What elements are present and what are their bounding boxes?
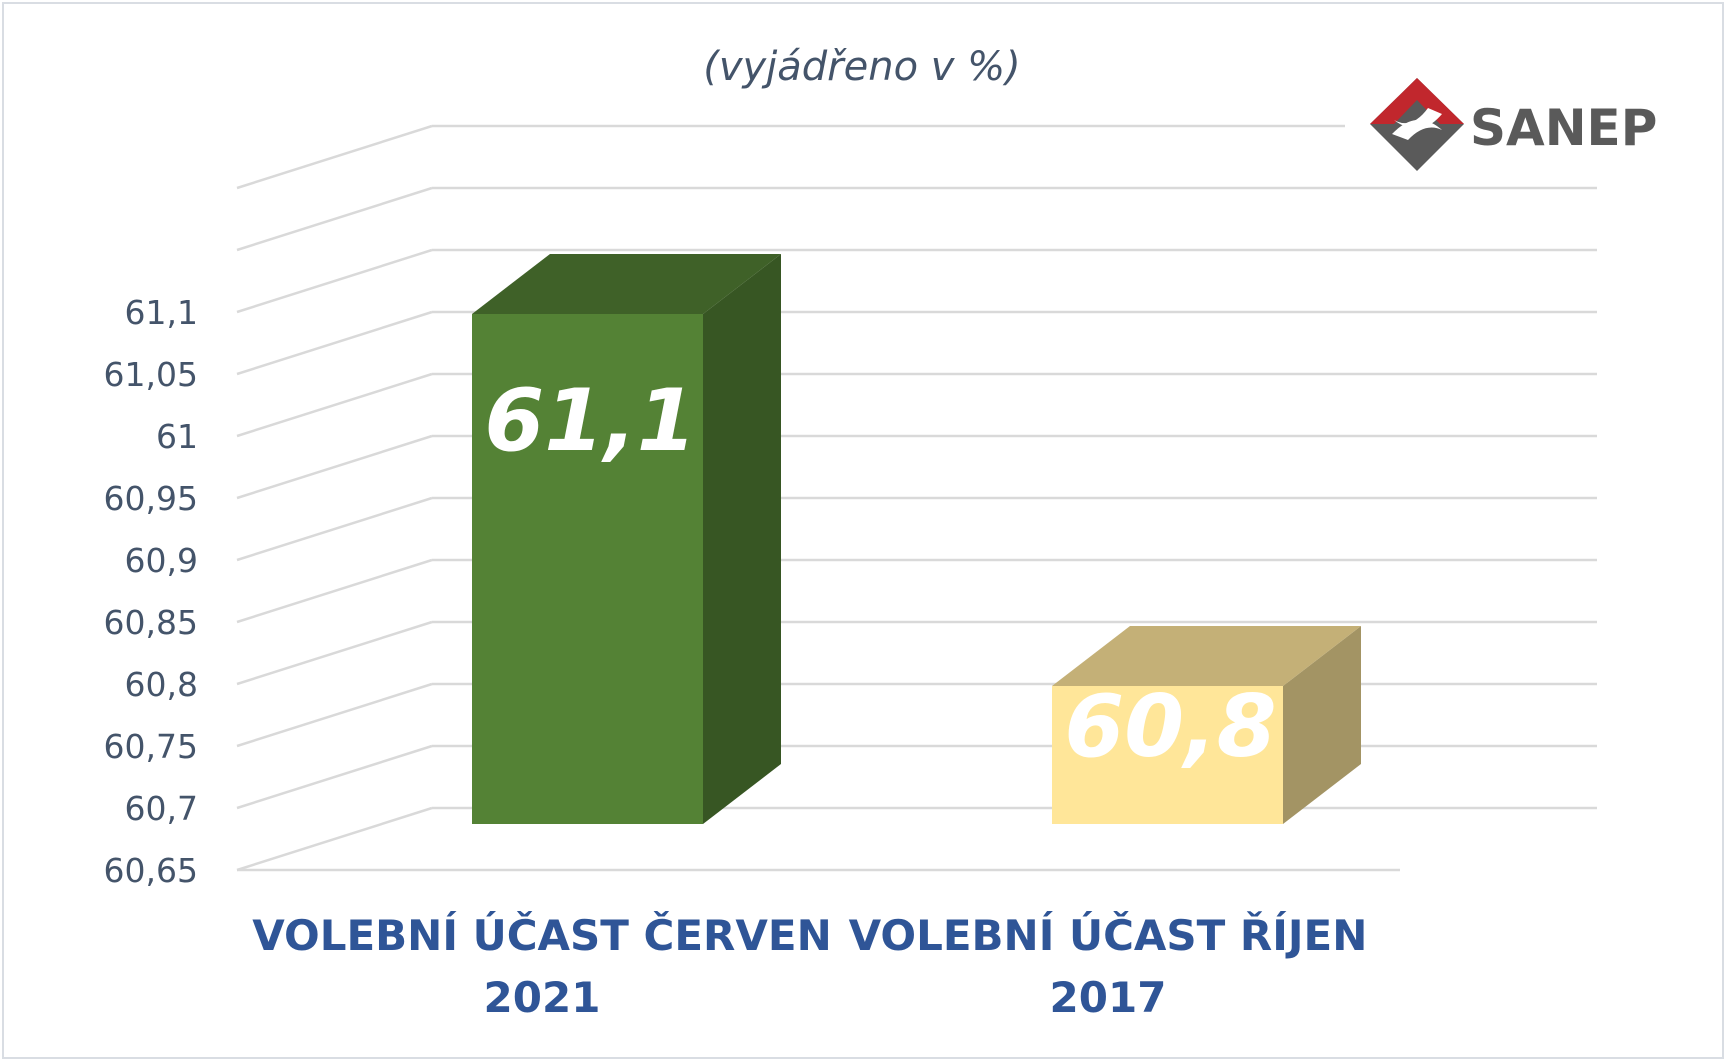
category-labels: VOLEBNÍ ÚČAST ČERVEN 2021 VOLEBNÍ ÚČAST ŘÍ… (252, 910, 1367, 1022)
category-label: 2021 (484, 973, 601, 1022)
gridline-diagonal (236, 682, 433, 748)
bar (472, 254, 781, 824)
gridline-diagonal (236, 620, 433, 686)
y-tick-label: 60,7 (125, 789, 198, 828)
y-tick-label: 60,9 (125, 541, 198, 580)
bar-front (472, 314, 703, 824)
bar (1052, 626, 1361, 824)
bar-side (1283, 626, 1361, 824)
gridlines (236, 124, 1597, 872)
gridline-diagonal (236, 248, 433, 314)
gridline-diagonal (236, 558, 433, 624)
data-label: 61,1 (484, 371, 696, 471)
gridline-diagonal (236, 806, 433, 872)
category-label: VOLEBNÍ ÚČAST ŘÍJEN (849, 910, 1368, 960)
y-tick-label: 61 (156, 417, 198, 456)
y-tick-label: 60,85 (104, 603, 198, 642)
sanep-logo-icon (1370, 78, 1464, 171)
y-tick-label: 61,05 (104, 355, 198, 394)
gridline-diagonal (236, 372, 433, 438)
chart-subtitle: (vyjádřeno v %) (703, 44, 1021, 90)
y-tick-label: 61,1 (125, 293, 198, 332)
logo-text: SANEP (1470, 99, 1657, 157)
bar-top (1052, 626, 1361, 686)
gridline-diagonal (236, 124, 433, 190)
gridline-diagonal (236, 496, 433, 562)
sanep-logo: SANEP (1370, 78, 1657, 171)
bars (472, 254, 1361, 824)
category-label: 2017 (1050, 973, 1167, 1022)
gridline-diagonal (236, 434, 433, 500)
gridline-diagonal (236, 310, 433, 376)
category-label: VOLEBNÍ ÚČAST ČERVEN (252, 910, 832, 960)
y-tick-label: 60,75 (104, 727, 198, 766)
data-label: 60,8 (1064, 677, 1276, 777)
data-labels: 61,1 60,8 (484, 371, 1276, 777)
y-tick-label: 60,8 (125, 665, 198, 704)
bar-top (472, 254, 781, 314)
y-axis-ticks: 60,65 60,7 60,75 60,8 60,85 60,9 60,95 61 61,05 6… (104, 293, 198, 890)
gridline-diagonal (236, 186, 433, 252)
gridline-diagonal (236, 744, 433, 810)
y-tick-label: 60,65 (104, 851, 198, 890)
bar-side (703, 254, 781, 824)
y-tick-label: 60,95 (104, 479, 198, 518)
bar-front (1052, 686, 1283, 824)
